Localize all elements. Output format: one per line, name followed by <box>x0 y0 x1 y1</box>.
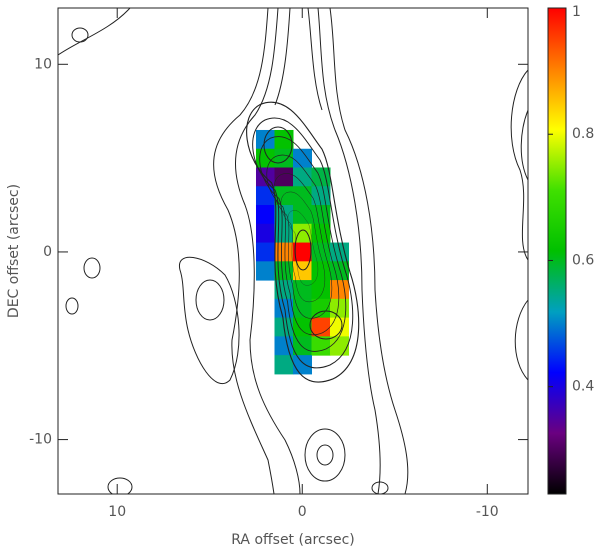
image-cell <box>255 261 275 281</box>
image-cell <box>311 317 331 337</box>
image-cell <box>330 242 350 262</box>
image-cell <box>293 336 313 356</box>
colorbar <box>547 7 567 495</box>
y-tick-label: 0 <box>43 244 52 260</box>
image <box>255 129 350 375</box>
image-cell <box>274 298 294 319</box>
image-cell <box>293 298 313 319</box>
image-cell <box>311 242 331 262</box>
plot-frame <box>57 7 529 495</box>
image-cell <box>255 148 275 168</box>
image-cell <box>274 205 294 225</box>
image-cell <box>311 186 331 206</box>
image-cell <box>274 355 294 375</box>
y-tick-label: 10 <box>34 56 52 72</box>
image-cell <box>293 148 313 168</box>
image-cell <box>293 242 313 262</box>
image-cell <box>311 336 331 356</box>
image-cell <box>255 242 275 262</box>
image-cell <box>293 167 313 187</box>
image-cell <box>255 129 275 150</box>
image-cell <box>311 261 331 281</box>
image-cell <box>311 167 331 187</box>
image-cell <box>293 317 313 337</box>
image-cell <box>293 355 313 375</box>
image-cell <box>293 223 313 244</box>
image-cell <box>274 186 294 206</box>
image-cell <box>255 205 275 225</box>
y-axis-label: DEC offset (arcsec) <box>6 184 22 318</box>
colorbar-tick-label: 1 <box>572 4 581 20</box>
x-tick-label: 10 <box>108 504 126 520</box>
image-cell <box>293 186 313 206</box>
colorbar-tick-label: 0.4 <box>572 379 594 395</box>
image-cell <box>330 317 350 337</box>
x-tick-label: -10 <box>476 504 499 520</box>
image-cell <box>274 336 294 356</box>
image-cell <box>274 242 294 262</box>
x-tick-label: 0 <box>298 504 307 520</box>
image-cell <box>274 167 294 187</box>
y-tick-label: -10 <box>29 432 52 448</box>
image-cell <box>255 223 275 244</box>
image-cell <box>274 223 294 244</box>
image-cell <box>274 129 294 150</box>
colorbar-tick-label: 0.8 <box>572 126 594 142</box>
x-axis-label: RA offset (arcsec) <box>231 532 355 548</box>
colorbar-tick-label: 0.6 <box>572 252 594 268</box>
image-cell <box>330 280 350 300</box>
image-cell <box>293 280 313 300</box>
image-cell <box>330 336 350 356</box>
image-cell <box>311 280 331 300</box>
contours <box>58 8 528 494</box>
image-cell <box>293 205 313 225</box>
image-cell <box>255 186 275 206</box>
